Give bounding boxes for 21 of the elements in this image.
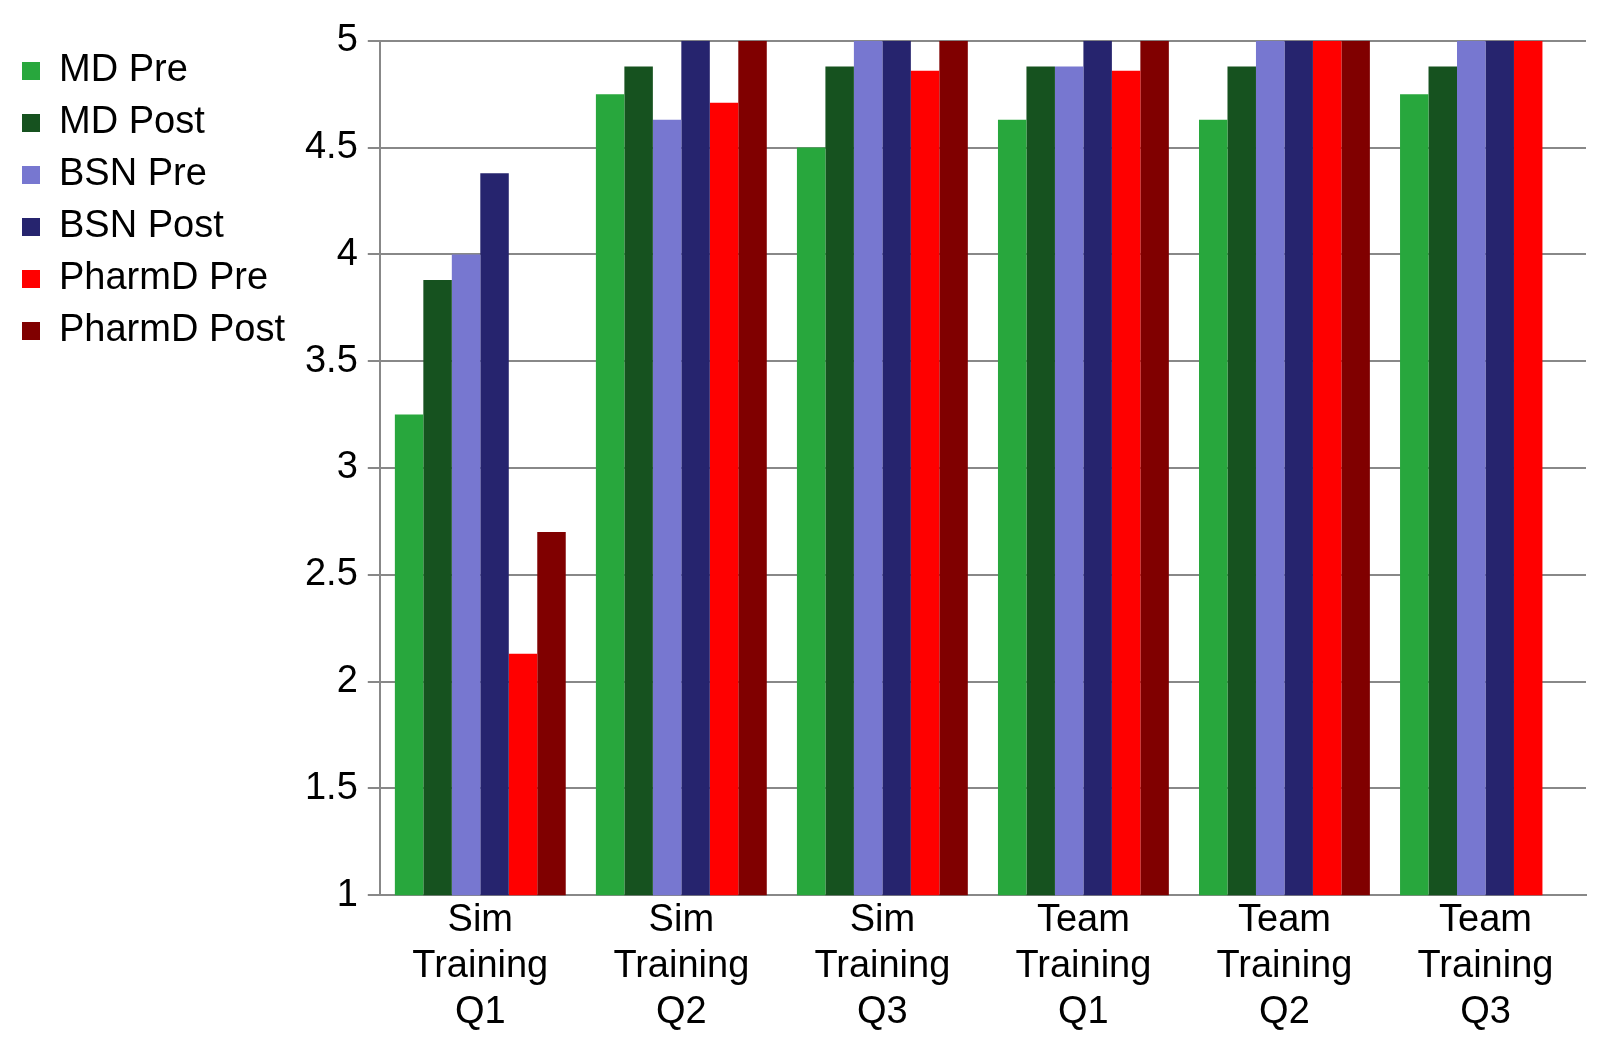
y-tick-label: 4 (336, 230, 358, 273)
legend-label: MD Post (59, 99, 206, 142)
y-tick-label: 3 (336, 444, 358, 487)
y-tick-label: 1 (336, 871, 358, 914)
legend-label: PharmD Post (59, 307, 286, 350)
x-tick-label: Sim Training Q2 (613, 897, 750, 1031)
legend-label: BSN Pre (59, 151, 207, 194)
legend-label: PharmD Pre (59, 255, 269, 298)
y-tick-label: 2.5 (304, 551, 358, 594)
x-tick-label: Team Training Q3 (1417, 897, 1554, 1031)
x-tick-label: Sim Training Q3 (814, 897, 951, 1031)
legend-label: BSN Post (59, 203, 225, 246)
y-tick-label: 2 (336, 658, 358, 701)
x-tick-label: Team Training Q1 (1015, 897, 1152, 1031)
x-tick-label: Team Training Q2 (1216, 897, 1353, 1031)
legend-label: MD Pre (59, 47, 188, 90)
x-tick-label: Sim Training Q1 (412, 897, 549, 1031)
y-tick-label: 1.5 (304, 764, 358, 807)
y-tick-label: 4.5 (304, 124, 358, 167)
y-tick-label: 5 (336, 17, 358, 60)
y-tick-label: 3.5 (304, 337, 358, 380)
